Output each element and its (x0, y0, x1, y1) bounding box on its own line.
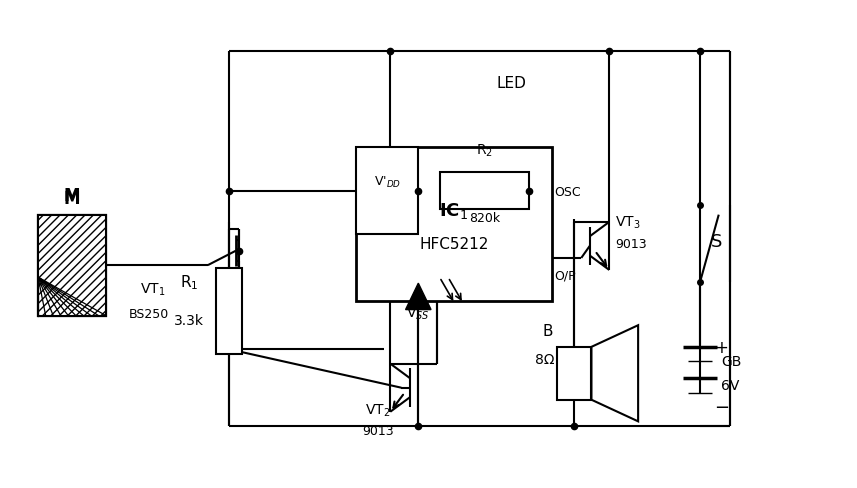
Polygon shape (405, 284, 431, 310)
Text: 3.3k: 3.3k (174, 314, 204, 328)
Text: R$_1$: R$_1$ (180, 273, 199, 292)
Text: GB: GB (722, 355, 741, 368)
Bar (357, 148, 552, 302)
Text: IC$_1$: IC$_1$ (440, 201, 469, 221)
Text: R$_2$: R$_2$ (476, 142, 493, 159)
Bar (216, 268, 242, 354)
Bar (357, 148, 418, 234)
Text: 9013: 9013 (615, 238, 647, 250)
Text: 820k: 820k (469, 211, 500, 224)
Text: O/P: O/P (554, 269, 576, 282)
Text: B: B (542, 323, 553, 338)
Text: 6V: 6V (722, 379, 740, 392)
Text: BS250: BS250 (129, 307, 169, 320)
Text: 8Ω: 8Ω (535, 352, 554, 366)
Text: M: M (63, 187, 81, 205)
Text: OSC: OSC (554, 186, 581, 199)
Text: 9013: 9013 (362, 425, 393, 438)
Text: VT$_3$: VT$_3$ (615, 214, 641, 231)
Text: −: − (715, 398, 729, 416)
Text: S: S (711, 233, 722, 250)
Text: VT$_1$: VT$_1$ (140, 282, 165, 298)
Text: www.eetchina.cn: www.eetchina.cn (375, 247, 482, 260)
Bar (440, 173, 529, 209)
Text: M: M (63, 189, 81, 207)
Text: LED: LED (496, 76, 526, 91)
Text: VT$_2$: VT$_2$ (365, 401, 390, 418)
Bar (38, 215, 106, 316)
Bar (38, 215, 106, 316)
Text: +: + (715, 338, 728, 356)
Bar (558, 347, 591, 400)
Text: HFC5212: HFC5212 (419, 237, 488, 251)
Bar (38, 215, 106, 316)
Text: V'$_{DD}$: V'$_{DD}$ (374, 174, 401, 189)
Text: V$_{SS}$: V$_{SS}$ (406, 305, 430, 322)
